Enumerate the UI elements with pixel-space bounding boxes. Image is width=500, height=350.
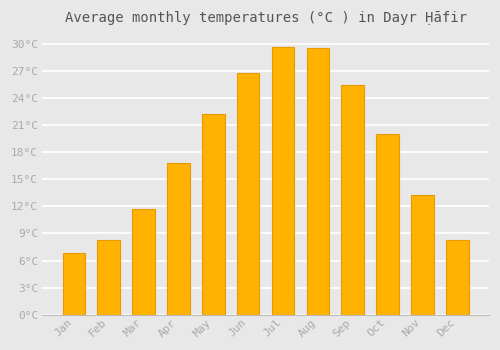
Title: Average monthly temperatures (°C ) in Dayr Ḥāfir: Average monthly temperatures (°C ) in Da… <box>64 11 466 25</box>
Bar <box>446 240 468 315</box>
Bar <box>62 253 85 315</box>
Bar <box>202 114 224 315</box>
Bar <box>132 209 155 315</box>
Bar <box>306 49 329 315</box>
Bar <box>167 163 190 315</box>
Bar <box>272 47 294 315</box>
Bar <box>411 195 434 315</box>
Bar <box>376 134 399 315</box>
Bar <box>342 85 364 315</box>
Bar <box>98 240 120 315</box>
Bar <box>237 73 260 315</box>
